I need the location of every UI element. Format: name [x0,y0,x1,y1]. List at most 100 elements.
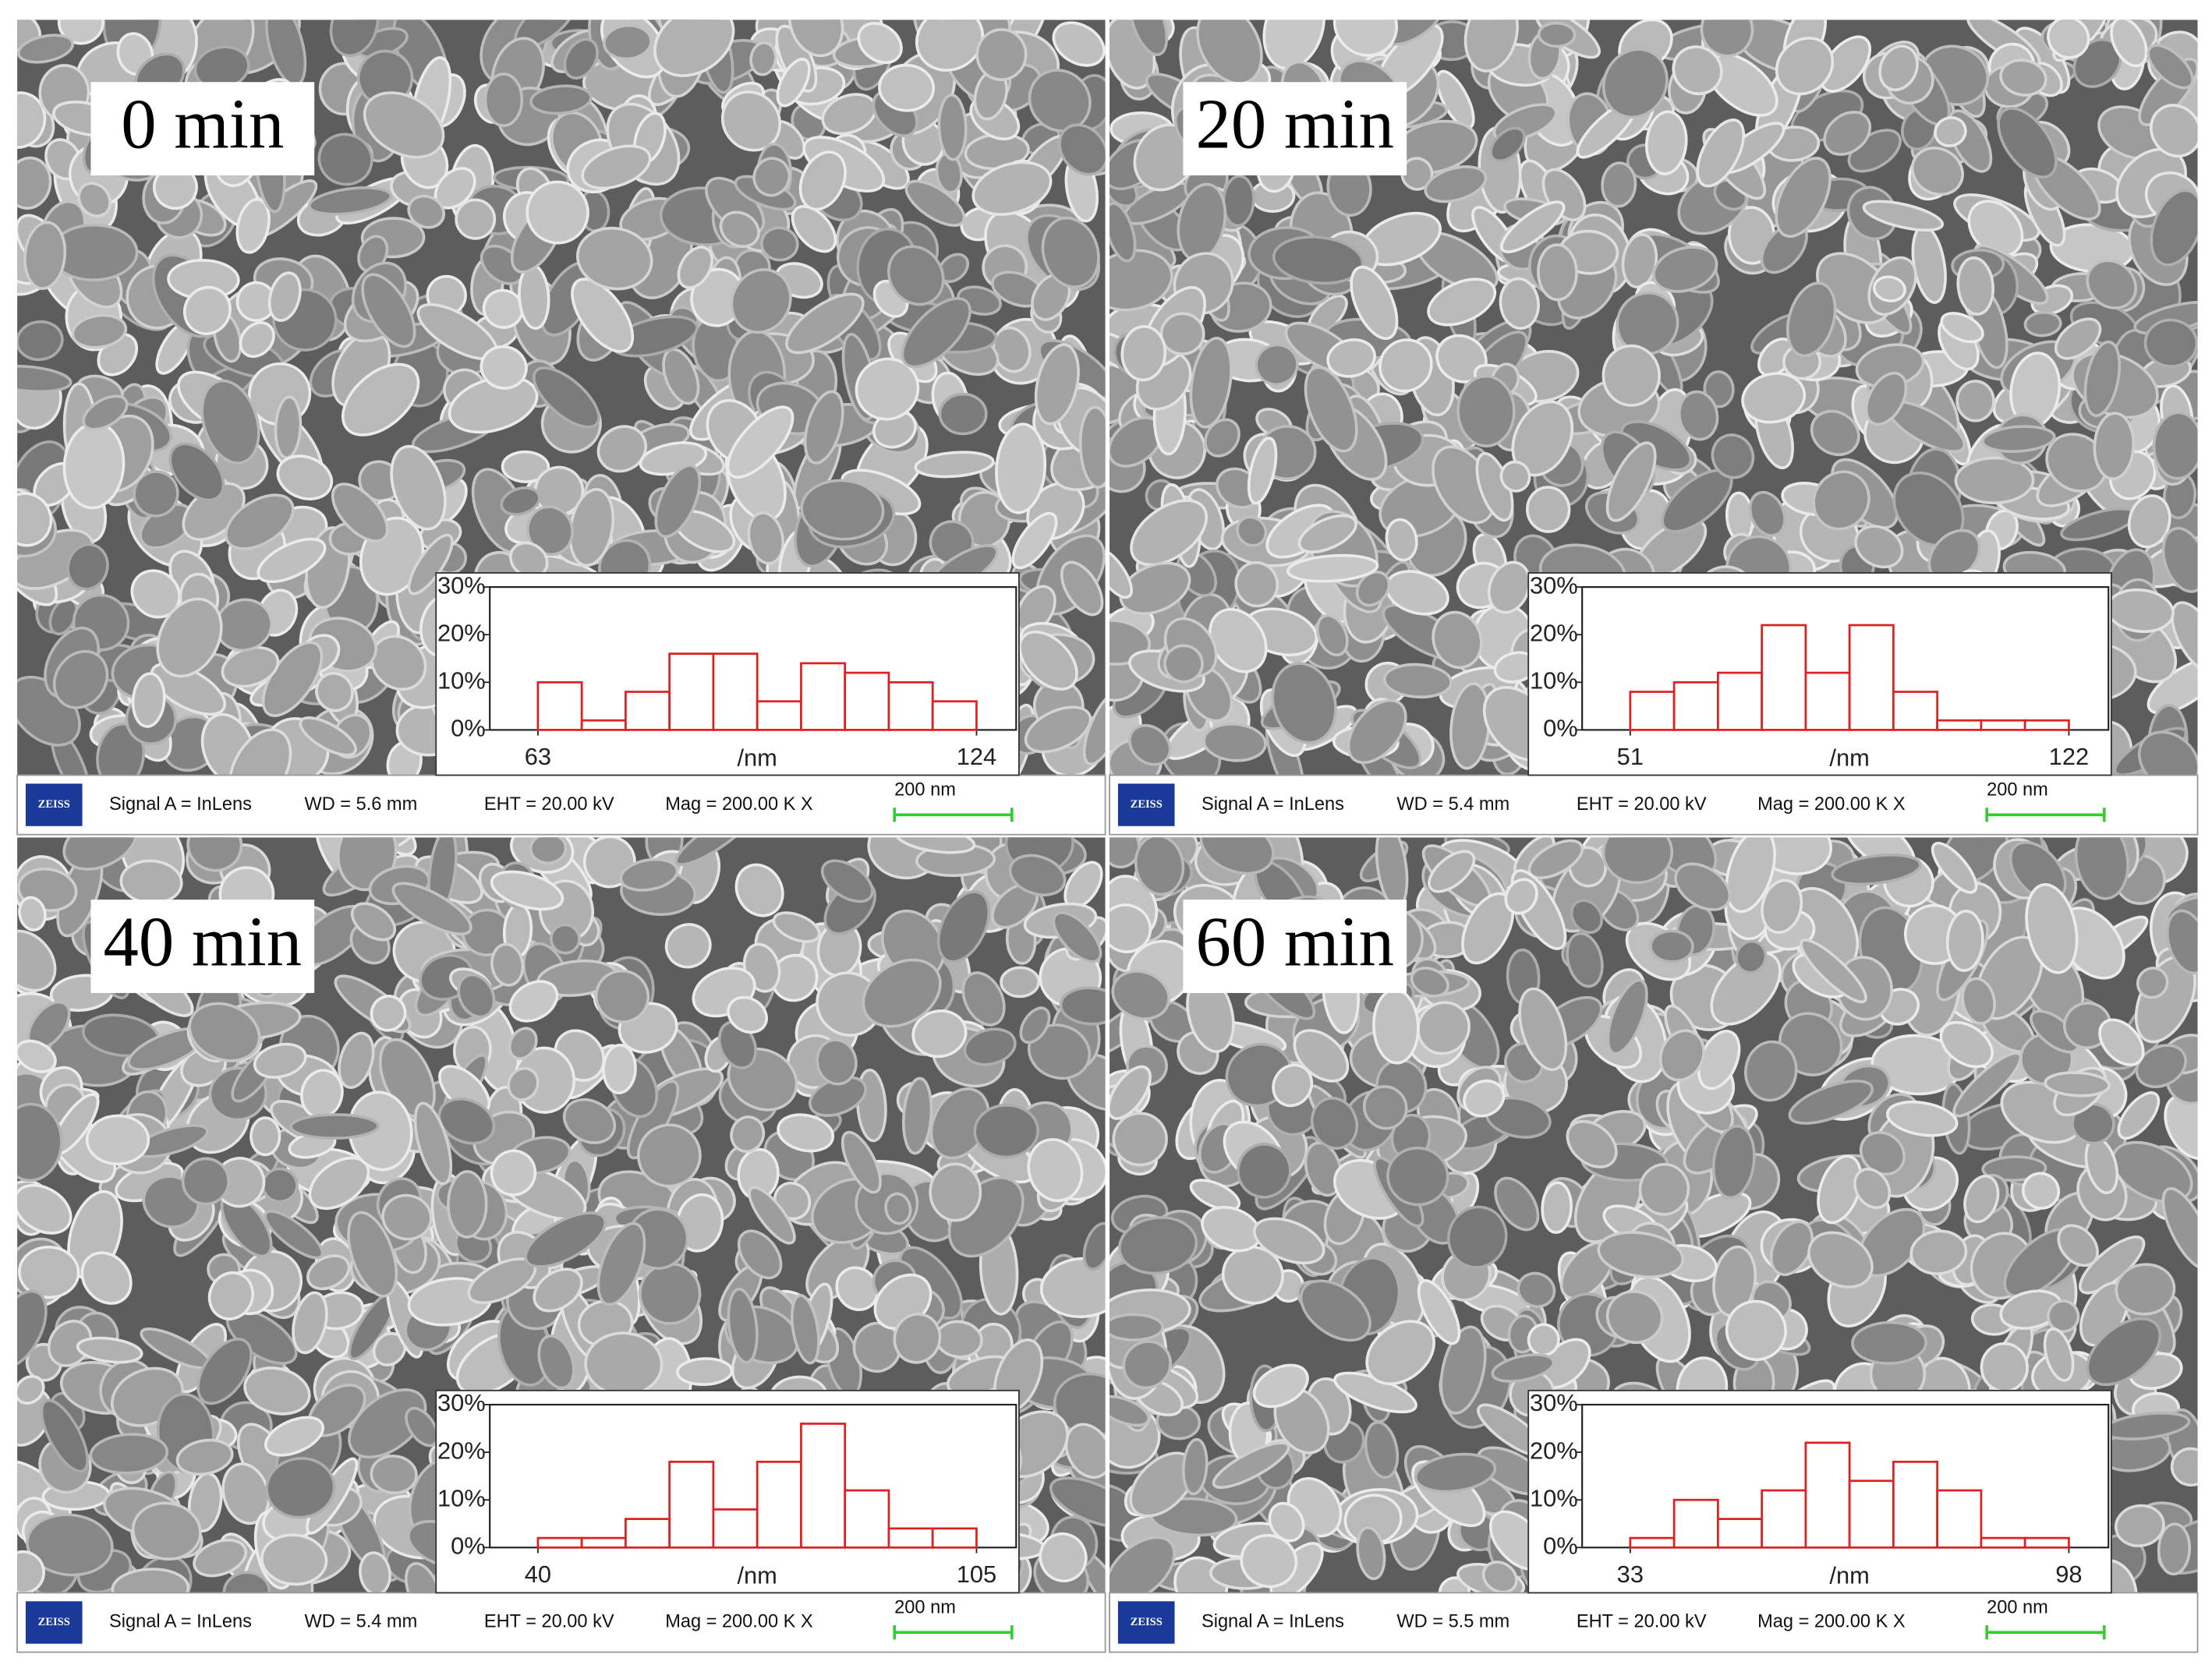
panel-label: 0 min [121,85,284,164]
logo-box [1117,1601,1175,1644]
histogram-bar [756,1460,802,1549]
grain [1517,1271,1556,1309]
grain [200,379,260,465]
grain [1831,854,1922,886]
grain [972,161,1053,216]
x-tick-label: 98 [2055,1561,2082,1588]
grain [1537,243,1578,302]
grain [529,84,593,115]
histogram-bar [931,700,978,731]
grain [1163,644,1204,684]
grain [77,182,112,217]
grain [1252,1217,1325,1265]
grain [1910,147,1964,196]
grain [62,837,138,871]
grain [1410,967,1449,998]
grain [904,179,966,227]
grain [2161,1187,2198,1271]
grain [717,1020,757,1069]
grain [17,1102,63,1182]
logo-box [25,783,83,826]
grain [730,268,792,334]
grain [1963,1175,2000,1224]
grain [2025,883,2079,974]
grain [1119,561,1191,615]
grain [1696,118,1745,188]
grain [2074,837,2129,900]
histogram-bar [668,652,715,731]
histogram-bar [668,1460,715,1549]
grain [1812,470,1870,531]
grain [1310,1097,1358,1150]
histogram-bar [536,680,583,731]
grain [1326,338,1376,378]
grain [2043,1327,2075,1382]
grain [1439,1325,1487,1415]
info-wd: WD = 5.5 mm [1396,1611,1509,1631]
grain [1939,1020,1994,1069]
grain [89,1433,169,1475]
histogram-bar [887,680,934,731]
grain [370,995,407,1032]
grain [2150,189,2198,267]
grain [737,1229,783,1280]
grain [235,198,271,254]
grain [413,1101,453,1186]
grain [1058,123,1106,176]
grain [182,285,232,335]
grain [2023,310,2062,338]
grain [1059,986,1106,1026]
grain [674,837,754,867]
grain [156,597,223,678]
grain [1748,490,1786,537]
grain [1000,966,1041,999]
grain [862,958,942,1028]
grain [239,321,275,359]
grain [1212,1441,1290,1490]
grain [2117,1091,2161,1140]
grain [17,492,53,547]
grain [1427,277,1497,327]
grain [483,72,524,128]
grain [1134,837,1185,896]
grain [52,649,109,709]
grain [1872,275,1906,302]
info-mag: Mag = 200.00 K X [1757,794,1906,814]
grain [1807,1231,1874,1288]
scale-bar-label: 200 nm [894,779,956,800]
logo: ZEISS [1131,798,1163,811]
grain [562,1098,617,1144]
x-tick-label: 40 [525,1561,551,1588]
grain [261,1167,299,1204]
grain [1981,425,2056,453]
grain [1786,281,1837,358]
grain [1240,1533,1298,1589]
info-wd: WD = 5.4 mm [1396,794,1509,814]
grain [381,1193,433,1241]
grain [532,366,600,429]
grain [929,1162,982,1222]
grain [1110,546,1133,599]
grain [1432,610,1483,670]
grain [1262,19,1325,70]
grain [1945,910,1984,972]
grain [457,973,496,1019]
grain [1064,1423,1106,1479]
grain [1078,405,1106,489]
grain [1034,343,1080,426]
grain [500,486,541,516]
grain [1672,45,1723,96]
x-tick-label: 63 [525,743,551,770]
info-signal: Signal A = InLens [109,794,252,814]
grain [1417,1001,1471,1055]
grain [1744,1040,1798,1102]
x-tick-label: 122 [2049,743,2089,770]
inset-histogram: 0% 10% 20% 30% 40 105/nm [435,1389,1020,1594]
grain [1018,630,1078,691]
y-tick-label: 30% [437,1389,486,1416]
grain [1601,48,1669,119]
grain [2086,1317,2162,1387]
grain [57,19,104,45]
grain [1541,1181,1573,1234]
grain [1268,1501,1305,1543]
